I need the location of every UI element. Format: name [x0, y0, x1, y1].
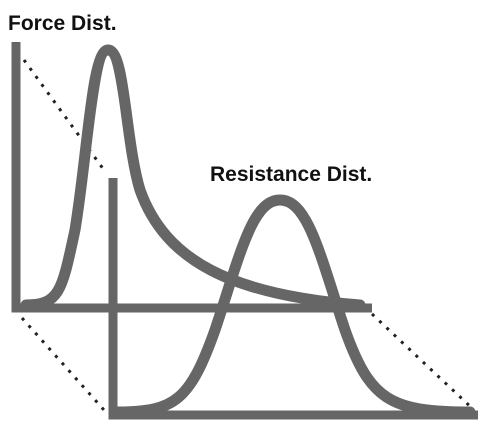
- force-label: Force Dist.: [8, 12, 117, 35]
- front-axes: [108, 178, 478, 420]
- back-axes: [11, 42, 372, 313]
- resistance-curve: [112, 194, 476, 418]
- dotted-line: [20, 317, 106, 411]
- force-curve: [20, 44, 366, 311]
- dotted-line: [370, 312, 476, 412]
- dotted-line: [22, 59, 106, 171]
- resistance-label: Resistance Dist.: [210, 163, 372, 186]
